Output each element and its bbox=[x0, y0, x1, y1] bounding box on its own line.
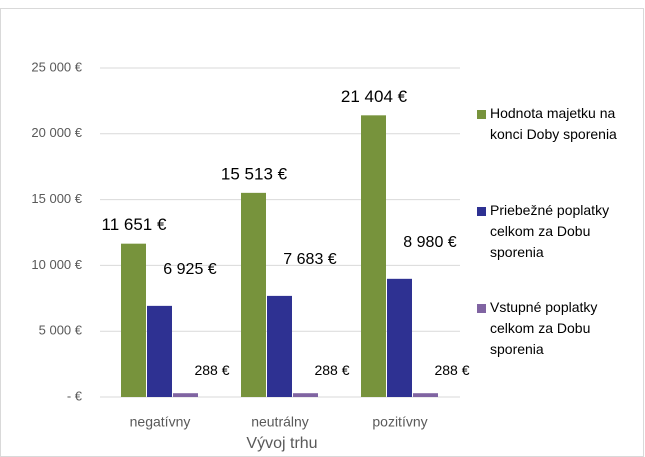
chart-border bbox=[0, 8, 644, 457]
legend-entry: Priebežné poplatky celkom za Dobu sporen… bbox=[490, 202, 610, 260]
legend-entry: Vstupné poplatky celkom za Dobu sporenia bbox=[490, 299, 598, 357]
y-tick-label: - € bbox=[67, 388, 83, 403]
y-tick-label: 5 000 € bbox=[39, 323, 83, 338]
legend-marker bbox=[477, 304, 486, 313]
bar bbox=[147, 305, 172, 397]
data-label: 6 925 € bbox=[163, 261, 216, 278]
legend-marker bbox=[477, 207, 486, 216]
bar bbox=[241, 192, 266, 397]
x-axis-title: Vývoj trhu bbox=[246, 435, 317, 452]
y-tick-label: 15 000 € bbox=[31, 191, 82, 206]
data-label: 288 € bbox=[194, 362, 229, 378]
bar bbox=[361, 115, 386, 397]
y-tick-label: 25 000 € bbox=[31, 59, 82, 74]
bar bbox=[121, 243, 146, 397]
y-tick-label: 10 000 € bbox=[31, 257, 82, 272]
legend-label: Vstupné poplatky celkom za Dobu sporenia bbox=[490, 299, 598, 357]
bar bbox=[267, 295, 292, 397]
bar bbox=[387, 278, 412, 397]
y-tick-label: 20 000 € bbox=[31, 125, 82, 140]
data-label: 15 513 € bbox=[221, 164, 288, 183]
x-tick-label: negatívny bbox=[130, 414, 191, 430]
legend-marker bbox=[477, 110, 486, 119]
x-tick-label: pozitívny bbox=[372, 414, 427, 430]
data-label: 288 € bbox=[434, 362, 469, 378]
legend-label: Hodnota majetku na konci Doby sporenia bbox=[490, 105, 617, 142]
data-label: 288 € bbox=[314, 362, 349, 378]
legend-label: Priebežné poplatky celkom za Dobu sporen… bbox=[490, 202, 610, 260]
data-label: 11 651 € bbox=[102, 215, 167, 234]
legend-entry: Hodnota majetku na konci Doby sporenia bbox=[490, 105, 617, 142]
x-tick-label: neutrálny bbox=[251, 414, 309, 430]
bar bbox=[293, 393, 318, 397]
bar bbox=[413, 393, 438, 397]
bar bbox=[173, 393, 198, 397]
data-label: 7 683 € bbox=[283, 251, 336, 268]
data-label: 21 404 € bbox=[341, 87, 408, 106]
data-label: 8 980 € bbox=[403, 234, 456, 251]
